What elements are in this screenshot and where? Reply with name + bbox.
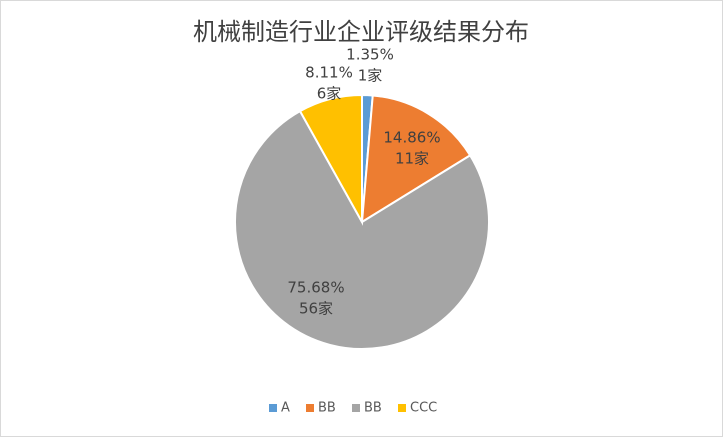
legend-swatch [306, 404, 314, 412]
legend-swatch [352, 404, 360, 412]
legend-label: BB [318, 401, 336, 416]
data-label: 8.11% [305, 64, 353, 82]
pie-slice [298, 93, 363, 226]
data-label: 14.86% [383, 129, 440, 147]
data-label: 75.68% [287, 279, 344, 297]
data-label: 1.35% [346, 46, 394, 64]
legend-label: BB [364, 401, 382, 416]
legend-swatch [269, 404, 277, 412]
count-label: 11家 [395, 150, 429, 168]
count-label: 1家 [358, 67, 383, 85]
legend-swatch [398, 404, 406, 412]
pie-slice [360, 94, 472, 224]
count-label: 6家 [317, 85, 342, 103]
legend-label: CCC [410, 401, 437, 416]
count-label: 56家 [299, 300, 333, 318]
legend-label: A [281, 401, 290, 416]
chart-title: 机械制造行业企业评级结果分布 [193, 18, 529, 46]
pie-slice [234, 109, 490, 350]
